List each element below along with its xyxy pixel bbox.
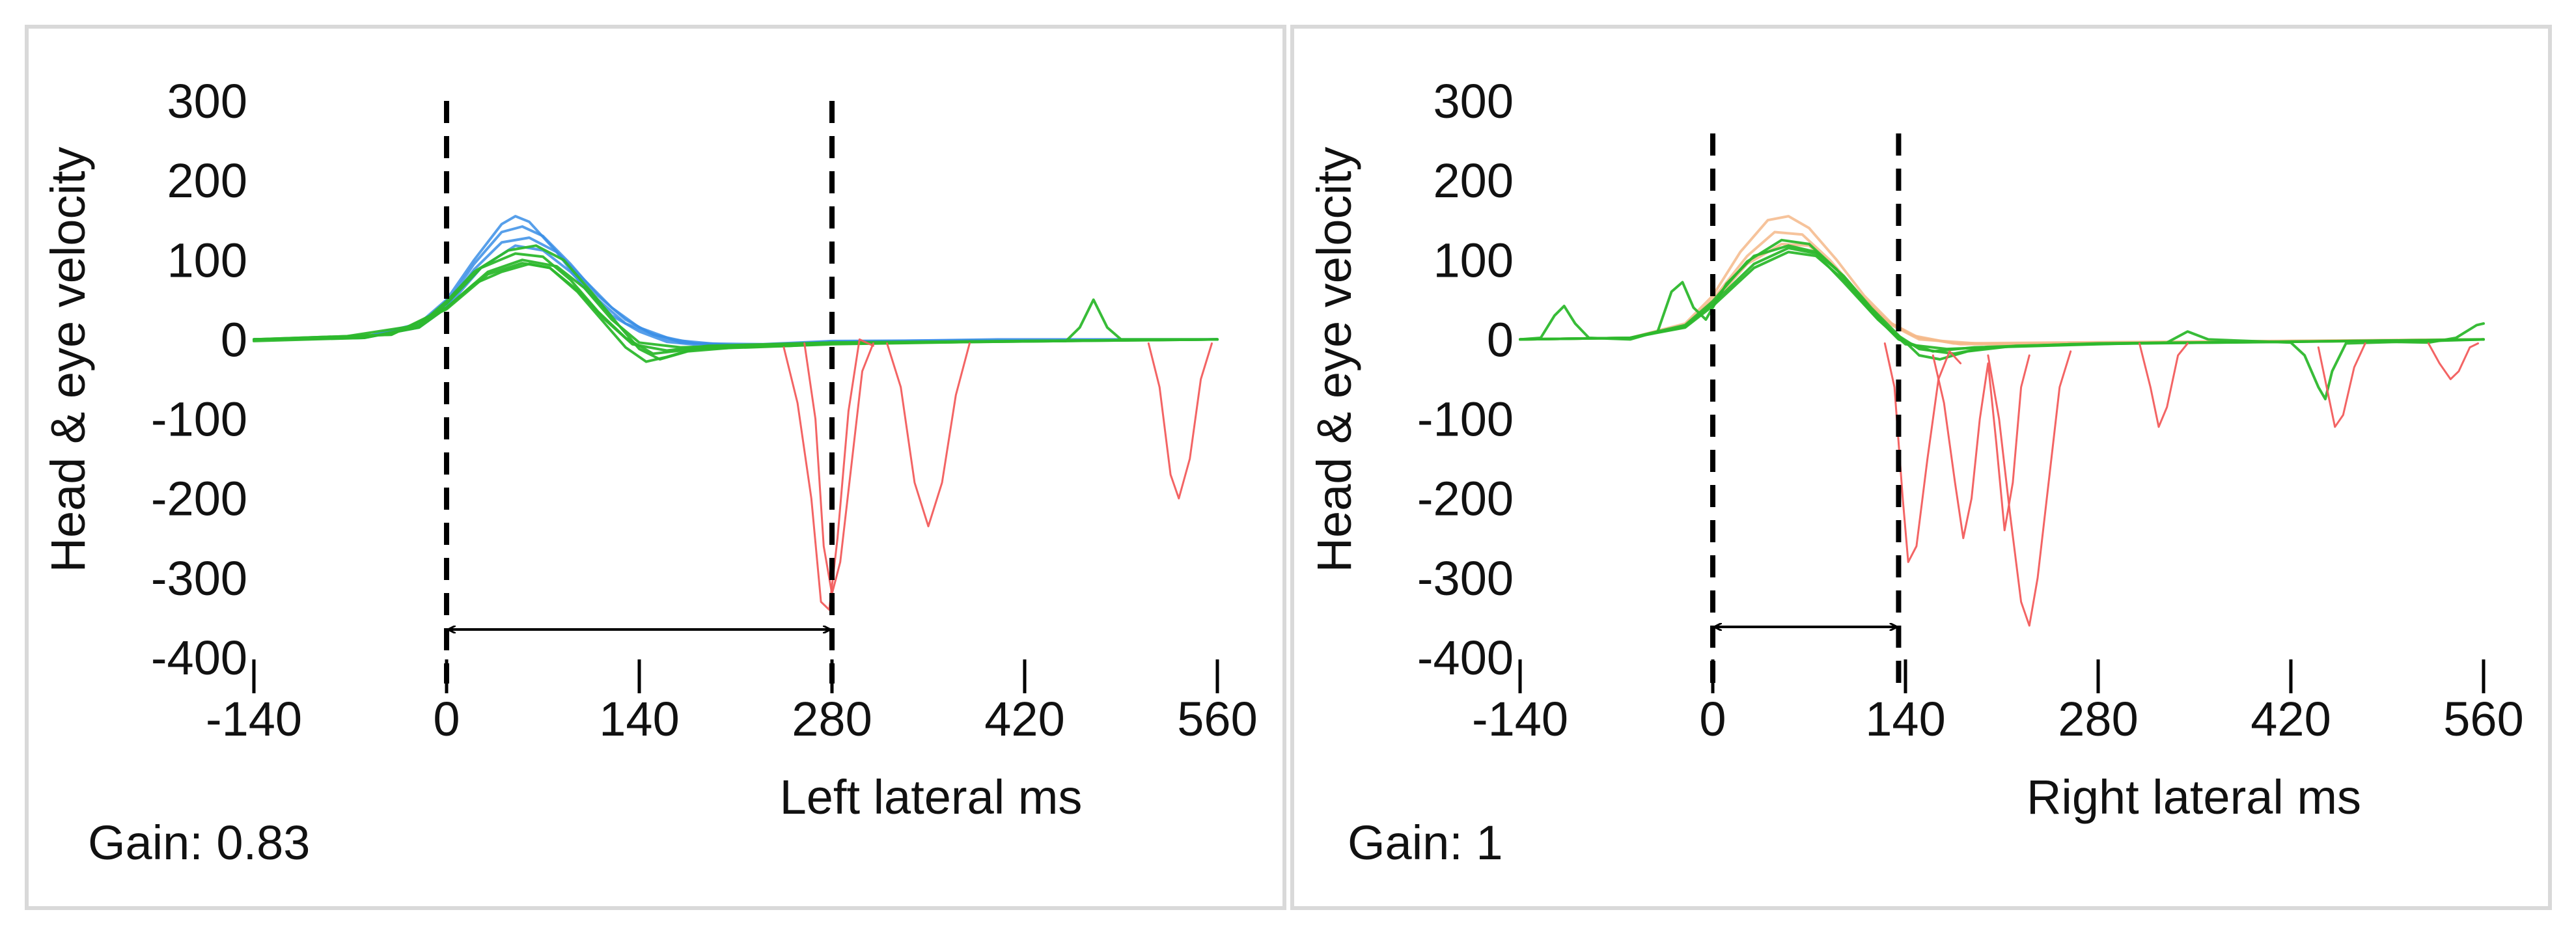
left-x-axis-title: Left lateral ms: [780, 770, 1083, 824]
y-tick-label: 0: [221, 312, 247, 366]
x-tick-label: -140: [206, 692, 302, 746]
eye-trace-3: [1519, 251, 2485, 353]
saccade-trace-6: [2427, 342, 2479, 380]
left-y-axis-title: Head & eye velocity: [41, 146, 95, 572]
left-panel-frame: [25, 25, 1286, 910]
y-tick-label: 100: [1433, 233, 1514, 287]
saccade-trace-1: [782, 338, 874, 611]
y-tick-label: -400: [1417, 631, 1514, 685]
y-tick-label: 100: [167, 233, 247, 287]
x-tick-label: 140: [599, 692, 679, 746]
head-trace-2: [253, 225, 1219, 346]
head-trace-2: [1519, 230, 2485, 345]
right-traces: [1519, 215, 2485, 627]
y-tick-label: 200: [1433, 154, 1514, 208]
eye-trace-2: [1519, 238, 2485, 400]
eye-trace-4: [253, 262, 1219, 352]
right-y-axis-title: Head & eye velocity: [1307, 146, 1361, 572]
saccade-trace-5: [2317, 342, 2366, 428]
x-tick-label: 420: [984, 692, 1064, 746]
y-tick-label: -100: [151, 393, 247, 447]
y-tick-label: -400: [151, 631, 247, 685]
saccade-trace-3: [886, 342, 971, 527]
saccade-trace-2: [1932, 354, 2030, 540]
y-tick-label: 200: [167, 154, 247, 208]
left-lateral-chart: Head & eye velocity Left lateral ms Gain…: [41, 74, 1258, 870]
x-tick-label: -140: [1472, 692, 1568, 746]
y-tick-label: -200: [1417, 472, 1514, 526]
saccade-trace-2: [803, 342, 874, 595]
eye-trace-5: [253, 258, 1219, 349]
x-tick-label: 280: [792, 692, 872, 746]
y-tick-label: 0: [1487, 312, 1514, 366]
right-gain-label: Gain: 1: [1348, 816, 1503, 870]
x-tick-label: 560: [1177, 692, 1257, 746]
x-tick-label: 0: [433, 692, 460, 746]
saccade-trace-4: [1147, 342, 1213, 500]
left-traces: [253, 215, 1219, 611]
y-tick-label: 300: [167, 74, 247, 128]
eye-trace-2: [253, 244, 1219, 361]
x-tick-label: 0: [1699, 692, 1726, 746]
y-tick-label: -300: [1417, 551, 1514, 605]
head-trace-1: [1519, 215, 2485, 346]
y-tick-label: 300: [1433, 74, 1514, 128]
right-lateral-chart: Head & eye velocity Right lateral ms Gai…: [1307, 74, 2524, 870]
right-x-axis-title: Right lateral ms: [2027, 770, 2361, 824]
y-tick-label: -200: [151, 472, 247, 526]
x-tick-label: 420: [2251, 692, 2331, 746]
y-tick-label: -300: [151, 551, 247, 605]
right-panel-frame: [1290, 25, 2552, 910]
saccade-trace-3: [1987, 350, 2072, 627]
x-tick-label: 280: [2058, 692, 2138, 746]
eye-trace-4: [1519, 247, 2485, 351]
left-gain-label: Gain: 0.83: [88, 816, 310, 870]
x-tick-label: 140: [1865, 692, 1945, 746]
x-tick-label: 560: [2443, 692, 2523, 746]
y-tick-label: -100: [1417, 393, 1514, 447]
head-trace-1: [253, 215, 1219, 348]
saccade-trace-4: [2138, 342, 2189, 428]
